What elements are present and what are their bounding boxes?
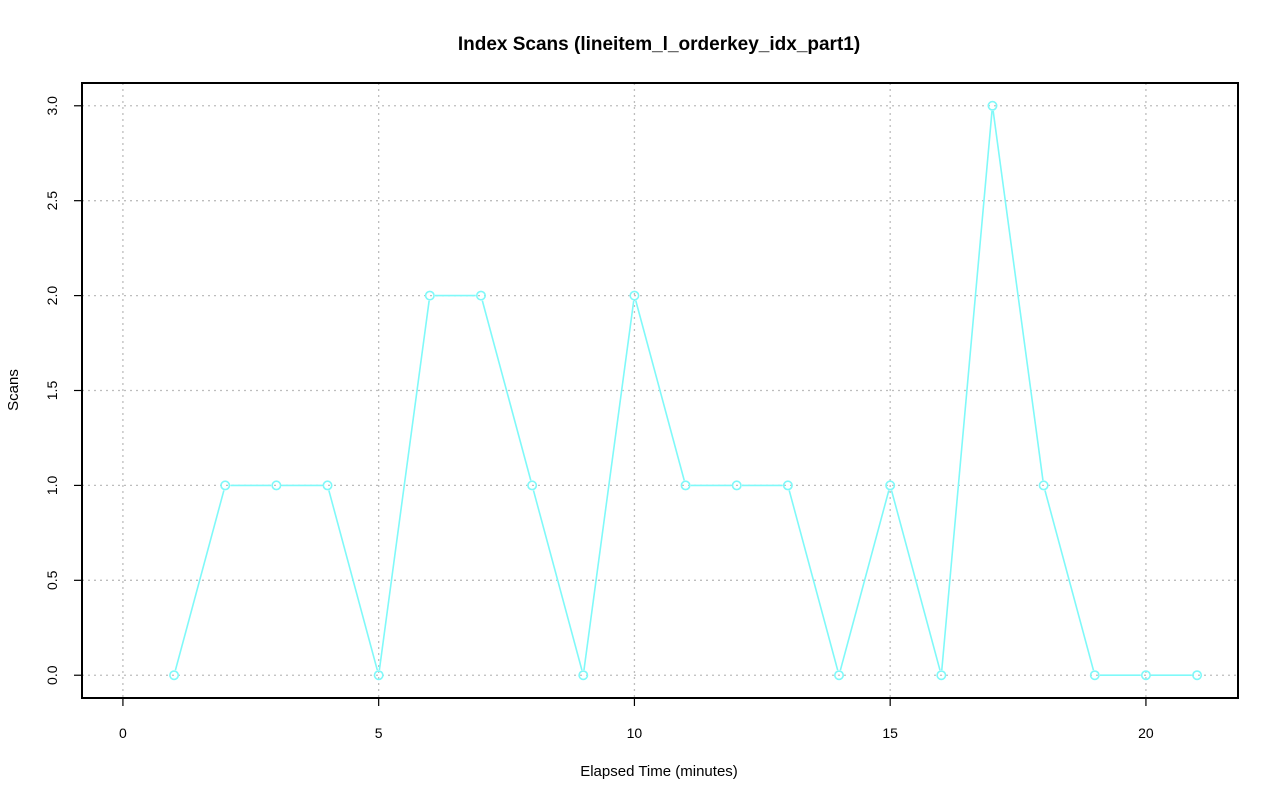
data-point <box>1192 670 1203 681</box>
data-point <box>1140 670 1151 681</box>
data-point <box>322 480 333 491</box>
series-line-segment <box>174 490 225 671</box>
series-line-segment <box>328 490 379 671</box>
data-point <box>680 480 691 491</box>
data-point <box>731 480 742 491</box>
series-line-segment <box>378 300 430 671</box>
series-line-segment <box>1044 490 1095 671</box>
x-tick-label: 10 <box>627 725 643 741</box>
series-line-segment <box>481 300 532 481</box>
series-line-segment <box>532 490 583 671</box>
series-line-segment <box>635 300 685 481</box>
series-line-segment <box>788 490 839 671</box>
y-tick-label: 0.0 <box>44 665 60 685</box>
data-point <box>373 670 384 681</box>
series-line-segment <box>890 490 941 671</box>
axes: 0 5 10 15 20 0.0 0.5 1.0 1.5 2.0 2.5 3.0 <box>44 96 1154 741</box>
data-point <box>271 480 282 491</box>
data-point <box>220 480 231 491</box>
x-tick-label: 20 <box>1138 725 1154 741</box>
data-point <box>936 670 947 681</box>
x-tick-label: 15 <box>882 725 898 741</box>
data-point <box>1089 670 1100 681</box>
series-layer <box>169 100 1203 681</box>
series-line-segment <box>583 300 635 671</box>
data-point <box>629 290 640 301</box>
y-axis-label: Scans <box>5 369 22 411</box>
series-line-segment <box>839 490 890 671</box>
data-point <box>424 290 435 301</box>
data-point <box>169 670 180 681</box>
data-point <box>885 480 896 491</box>
series-line-segment <box>992 110 1044 481</box>
x-tick-label: 5 <box>375 725 383 741</box>
series-line-segment <box>940 110 993 671</box>
plot-frame <box>81 82 1239 699</box>
x-tick-label: 0 <box>119 725 127 741</box>
grid-lines <box>82 83 1238 698</box>
data-point <box>578 670 589 681</box>
data-point <box>987 100 998 111</box>
x-axis-label: Elapsed Time (minutes) <box>580 763 738 780</box>
y-tick-label: 1.0 <box>44 475 60 495</box>
chart-title: Index Scans (lineitem_l_orderkey_idx_par… <box>458 34 860 55</box>
y-tick-label: 1.5 <box>44 381 60 401</box>
y-tick-label: 3.0 <box>44 96 60 116</box>
data-point <box>527 480 538 491</box>
data-point <box>782 480 793 491</box>
y-tick-label: 0.5 <box>44 570 60 590</box>
data-point <box>475 290 486 301</box>
data-point <box>834 670 845 681</box>
y-tick-label: 2.0 <box>44 286 60 306</box>
y-tick-label: 2.5 <box>44 191 60 211</box>
data-point <box>1038 480 1049 491</box>
